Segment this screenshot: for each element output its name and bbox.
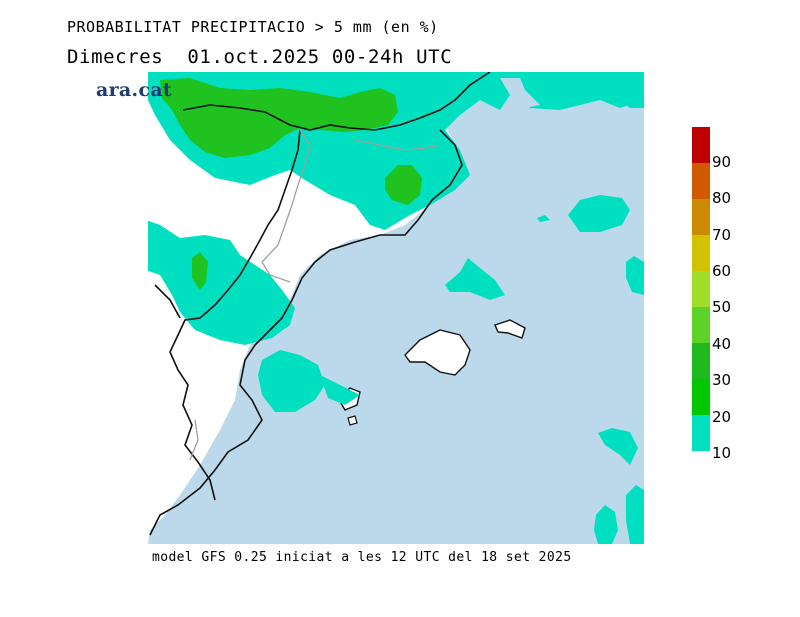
scale-cell-60 — [692, 235, 710, 271]
color-scale — [692, 127, 710, 451]
scale-cell-90 — [692, 127, 710, 163]
scale-label-40: 40 — [712, 335, 732, 353]
scale-cell-50 — [692, 271, 710, 307]
scale-label-90: 90 — [712, 153, 732, 171]
map-date-line: Dimecres 01.oct.2025 00-24h UTC — [67, 46, 453, 68]
mallorca — [404, 329, 471, 376]
scale-cell-80 — [692, 163, 710, 199]
scale-label-10: 10 — [712, 444, 732, 462]
scale-label-30: 30 — [712, 371, 732, 389]
scale-cell-70 — [692, 199, 710, 235]
ara-cat-logo: ara.cat — [96, 79, 173, 101]
region-borders — [189, 129, 441, 461]
scale-label-20: 20 — [712, 408, 732, 426]
scale-label-70: 70 — [712, 226, 732, 244]
scale-cell-40 — [692, 307, 710, 343]
scale-cell-30 — [692, 343, 710, 379]
menorca — [494, 319, 526, 339]
scale-label-50: 50 — [712, 298, 732, 316]
scale-label-80: 80 — [712, 189, 732, 207]
scale-label-60: 60 — [712, 262, 732, 280]
borders — [149, 72, 491, 536]
formentera — [347, 415, 358, 426]
scale-cell-10 — [692, 415, 710, 451]
map-title: PROBABILITAT PRECIPITACIO > 5 mm (en %) — [67, 18, 439, 36]
prob-20-areas — [160, 78, 422, 290]
scale-cell-20 — [692, 379, 710, 415]
model-info: model GFS 0.25 iniciat a les 12 UTC del … — [152, 550, 572, 565]
